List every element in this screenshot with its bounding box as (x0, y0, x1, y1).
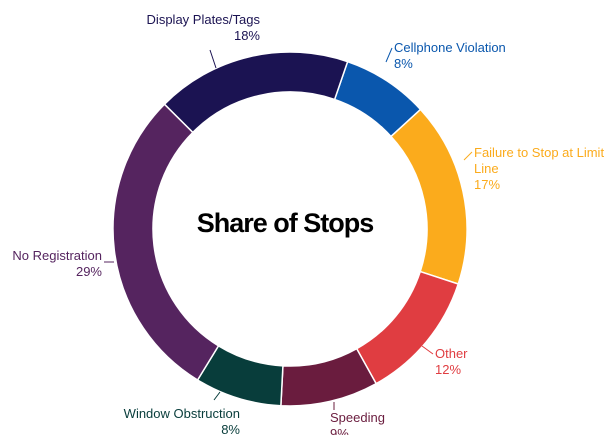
value-label: 12% (435, 362, 462, 377)
segment-label: Other 12% (435, 346, 495, 378)
leader-line (385, 47, 393, 63)
category-label: Window Obstruction (123, 406, 240, 421)
segment-label: Cellphone Violation 8% (394, 40, 534, 72)
donut-segment (163, 51, 349, 134)
value-label: 29% (75, 264, 102, 279)
segment-label: Display Plates/Tags 18% (120, 12, 260, 44)
category-label: Speeding (330, 410, 385, 425)
value-label: 8% (394, 56, 413, 71)
segment-label: Failure to Stop at Limit Line 17% (474, 145, 608, 193)
leader-line (463, 151, 473, 161)
segment-label: Speeding 9% (330, 410, 410, 435)
category-label: Failure to Stop at Limit Line (474, 145, 605, 176)
leader-line (421, 345, 434, 355)
segment-label: Window Obstruction 8% (100, 406, 240, 435)
category-label: Cellphone Violation (394, 40, 506, 55)
value-label: 8% (221, 422, 240, 435)
leader-line (213, 391, 221, 401)
segment-label: No Registration 29% (0, 248, 102, 280)
donut-segment (389, 108, 468, 285)
donut-segment (280, 347, 378, 407)
donut-segment (112, 103, 220, 381)
category-label: Display Plates/Tags (146, 12, 260, 27)
value-label: 18% (233, 28, 260, 43)
category-label: No Registration (12, 248, 102, 263)
leader-line (209, 49, 217, 69)
value-label: 17% (474, 177, 501, 192)
category-label: Other (435, 346, 468, 361)
value-label: 9% (330, 426, 349, 435)
chart-title: Share of Stops (196, 208, 375, 238)
